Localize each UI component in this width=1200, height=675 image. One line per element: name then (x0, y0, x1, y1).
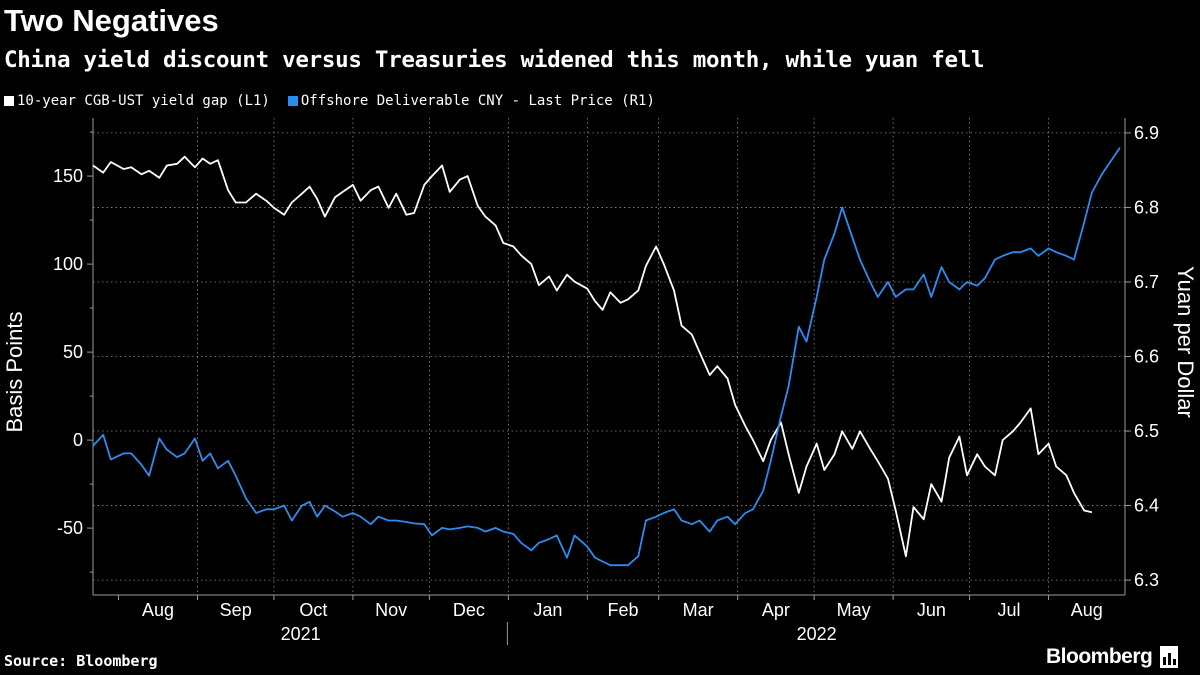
x-axis-month-label: Sep (220, 600, 252, 620)
right-axis-tick-label: 6.7 (1134, 272, 1159, 292)
right-axis-tick-label: 6.3 (1134, 570, 1159, 590)
right-axis-tick-label: 6.8 (1134, 197, 1159, 217)
x-axis-month-label: Apr (762, 600, 790, 620)
x-axis-month-label: Aug (142, 600, 174, 620)
series-line-yield-gap (92, 155, 1093, 558)
chart-title: Two Negatives (4, 3, 219, 38)
brand-logo: Bloomberg (1046, 645, 1179, 669)
x-axis-month-label: Jun (917, 600, 946, 620)
x-axis-month-label: Jan (533, 600, 562, 620)
legend-swatch-yield-gap (4, 96, 14, 106)
x-axis-month-label: Jul (998, 600, 1021, 620)
left-axis-tick-label: 50 (63, 342, 83, 362)
left-axis-tick-label: 150 (53, 166, 83, 186)
x-axis-month-label: Oct (299, 600, 327, 620)
brand-name: Bloomberg (1046, 645, 1153, 668)
chart-subtitle: China yield discount versus Treasuries w… (4, 47, 985, 73)
series-layer (92, 147, 1121, 567)
x-axis-year-label: 2021 (281, 624, 321, 644)
x-axis-year-label: 2022 (797, 624, 837, 644)
x-axis-month-label: Dec (453, 600, 485, 620)
right-axis-tick-label: 6.9 (1134, 123, 1159, 143)
left-axis-title: Basis Points (2, 311, 27, 432)
x-axis-month-label: Nov (375, 600, 407, 620)
legend-swatch-cny (287, 96, 298, 106)
terminal-icon (1160, 646, 1179, 668)
x-axis-month-label: Aug (1071, 600, 1103, 620)
right-axis-tick-label: 6.4 (1134, 496, 1159, 516)
right-axis-tick-label: 6.6 (1134, 347, 1159, 367)
series-line-cny (92, 147, 1121, 567)
legend-label-yield-gap: 10-year CGB-UST yield gap (L1) (17, 93, 270, 109)
axis-layer: 6.9 6.8 6.7 6.6 6.5 6.4 6.3 150 100 50 0 -50 Aug Sep O… (53, 118, 1159, 645)
right-axis-tick-label: 6.5 (1134, 421, 1159, 441)
chart-legend: 10-year CGB-UST yield gap (L1) Offshore … (4, 91, 673, 111)
left-axis-tick-label: 0 (73, 430, 83, 450)
x-axis-month-label: Feb (607, 600, 638, 620)
legend-item-yield-gap: 10-year CGB-UST yield gap (L1) (4, 91, 270, 111)
x-axis-month-label: Mar (683, 600, 714, 620)
legend-label-cny: Offshore Deliverable CNY - Last Price (R… (300, 93, 655, 109)
source-note: Source: Bloomberg (4, 652, 158, 670)
right-axis-title: Yuan per Dollar (1173, 266, 1198, 418)
left-axis-tick-label: 100 (53, 254, 83, 274)
left-axis-tick-label: -50 (57, 518, 83, 538)
grid-layer (93, 118, 1125, 595)
legend-item-cny: Offshore Deliverable CNY - Last Price (R… (287, 91, 655, 111)
x-axis-month-label: May (837, 600, 871, 620)
